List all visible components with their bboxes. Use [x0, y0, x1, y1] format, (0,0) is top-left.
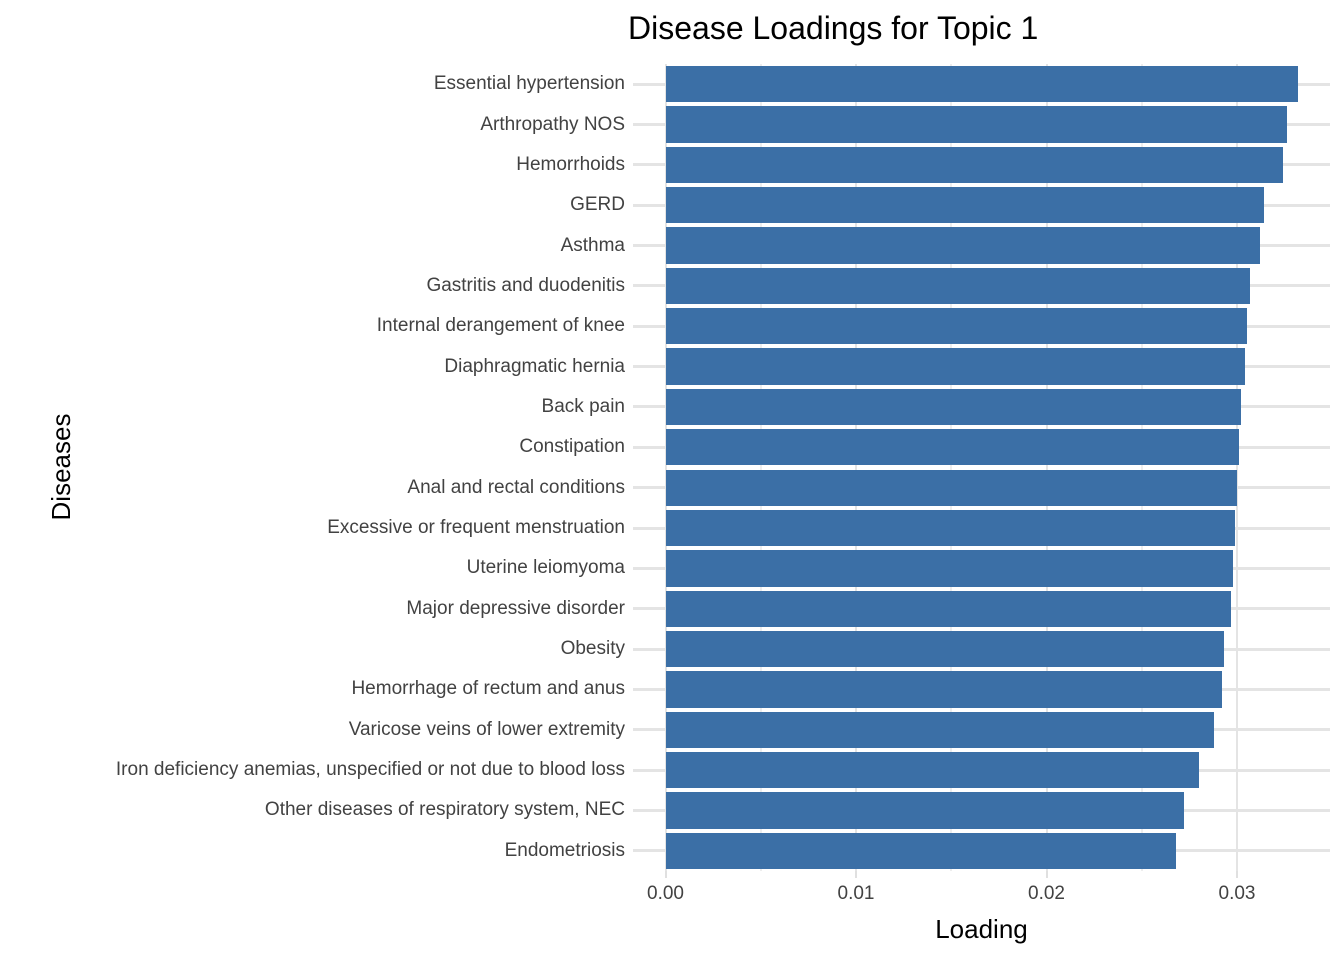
bar — [665, 590, 1232, 627]
y-tick-label: Uterine leiomyoma — [466, 557, 625, 579]
y-tick-label: Internal derangement of knee — [376, 315, 625, 337]
minor-gridline — [759, 64, 762, 871]
bar — [665, 509, 1236, 547]
y-axis-title: Diseases — [45, 413, 76, 521]
y-tick-label: Constipation — [519, 436, 625, 458]
x-tick-label: 0.03 — [1218, 883, 1256, 904]
bar — [665, 469, 1237, 506]
y-tick-label: Hemorrhage of rectum and anus — [351, 678, 625, 700]
chart-title: Disease Loadings for Topic 1 — [628, 10, 1039, 46]
x-tick-mark — [855, 871, 857, 878]
x-tick-label: 0.01 — [837, 883, 875, 904]
bar — [665, 792, 1184, 829]
bar — [665, 751, 1199, 789]
y-tick-label: Other diseases of respiratory system, NE… — [264, 799, 625, 821]
x-tick-label: 0.00 — [647, 883, 684, 904]
y-tick-label: Endometriosis — [504, 839, 625, 861]
y-tick-label: Anal and rectal conditions — [407, 476, 625, 498]
plot-panel — [633, 64, 1330, 871]
bar — [665, 348, 1245, 385]
bar — [665, 66, 1298, 103]
major-gridline — [855, 64, 857, 871]
y-tick-label: Iron deficiency anemias, unspecified or … — [115, 759, 625, 781]
x-tick-mark — [664, 871, 667, 878]
x-tick-label: 0.02 — [1028, 883, 1065, 904]
minor-gridline — [1140, 64, 1143, 871]
bar — [665, 308, 1247, 345]
bar — [665, 550, 1234, 587]
major-gridline — [1236, 64, 1238, 871]
bar — [665, 711, 1215, 748]
bar — [665, 267, 1251, 305]
y-tick-label: Hemorrhoids — [516, 153, 625, 175]
y-tick-label: GERD — [570, 194, 625, 216]
x-axis-title: Loading — [935, 914, 1028, 944]
major-gridline — [1045, 64, 1048, 871]
bar — [665, 227, 1260, 264]
bar — [665, 429, 1239, 466]
minor-gridline — [950, 64, 953, 871]
bar — [665, 146, 1283, 184]
y-tick-label: Asthma — [560, 234, 625, 256]
bar — [665, 630, 1224, 668]
y-tick-label: Major depressive disorder — [406, 597, 625, 619]
x-tick-mark — [1236, 871, 1238, 878]
y-tick-label: Back pain — [541, 395, 625, 417]
y-tick-label: Excessive or frequent menstruation — [327, 517, 625, 539]
y-tick-label: Essential hypertension — [433, 73, 625, 95]
bar — [665, 671, 1222, 708]
bar — [665, 187, 1264, 224]
bar — [665, 106, 1287, 143]
y-tick-label: Diaphragmatic hernia — [444, 355, 625, 377]
y-tick-label: Obesity — [560, 638, 625, 660]
bar — [665, 388, 1241, 426]
bar — [665, 832, 1177, 869]
major-gridline — [664, 64, 667, 871]
y-tick-label: Varicose veins of lower extremity — [348, 718, 625, 740]
x-tick-mark — [1045, 871, 1048, 878]
y-tick-label: Gastritis and duodenitis — [426, 274, 625, 296]
y-tick-label: Arthropathy NOS — [480, 113, 625, 135]
